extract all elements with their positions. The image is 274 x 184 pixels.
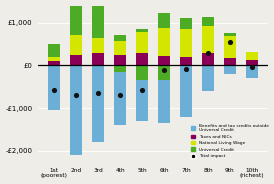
Bar bbox=[180, 29, 192, 57]
Point bbox=[118, 94, 122, 97]
Bar bbox=[114, 35, 126, 41]
Bar bbox=[246, 60, 258, 65]
Bar bbox=[158, 65, 170, 80]
Point bbox=[250, 66, 254, 69]
Bar bbox=[92, 53, 104, 65]
Bar bbox=[158, 28, 170, 56]
Bar bbox=[158, 56, 170, 65]
Bar bbox=[70, 55, 82, 65]
Bar bbox=[92, 38, 104, 53]
Point bbox=[140, 89, 144, 92]
Point bbox=[52, 89, 56, 92]
Bar bbox=[70, 36, 82, 55]
Bar bbox=[202, 53, 214, 65]
Bar bbox=[158, 65, 170, 123]
Bar bbox=[114, 65, 126, 72]
Bar bbox=[48, 57, 60, 61]
Bar bbox=[136, 29, 148, 32]
Bar bbox=[180, 65, 192, 117]
Bar bbox=[224, 65, 236, 74]
Point bbox=[184, 67, 188, 70]
Point bbox=[228, 40, 232, 43]
Bar bbox=[136, 53, 148, 65]
Bar bbox=[48, 44, 60, 57]
Bar bbox=[246, 65, 258, 78]
Bar bbox=[114, 41, 126, 55]
Bar bbox=[70, 65, 82, 155]
Point bbox=[206, 52, 210, 55]
Bar bbox=[92, 0, 104, 38]
Bar bbox=[224, 58, 236, 65]
Bar bbox=[202, 65, 214, 91]
Bar bbox=[136, 32, 148, 53]
Bar bbox=[136, 65, 148, 121]
Bar bbox=[136, 65, 148, 80]
Bar bbox=[158, 13, 170, 28]
Point bbox=[96, 92, 100, 95]
Bar bbox=[114, 55, 126, 65]
Bar bbox=[202, 17, 214, 26]
Bar bbox=[224, 33, 236, 36]
Bar bbox=[180, 57, 192, 65]
Bar bbox=[224, 36, 236, 58]
Legend: Benefits and tax credits outside
Universal Credit, Taxes and NICs, National Livi: Benefits and tax credits outside Univers… bbox=[191, 124, 269, 158]
Bar bbox=[48, 65, 60, 110]
Bar bbox=[180, 18, 192, 29]
Bar bbox=[246, 52, 258, 60]
Point bbox=[74, 94, 78, 97]
Bar bbox=[48, 61, 60, 65]
Bar bbox=[114, 65, 126, 125]
Point bbox=[162, 69, 166, 72]
Bar bbox=[202, 26, 214, 53]
Bar bbox=[92, 65, 104, 142]
Bar bbox=[70, 0, 82, 36]
